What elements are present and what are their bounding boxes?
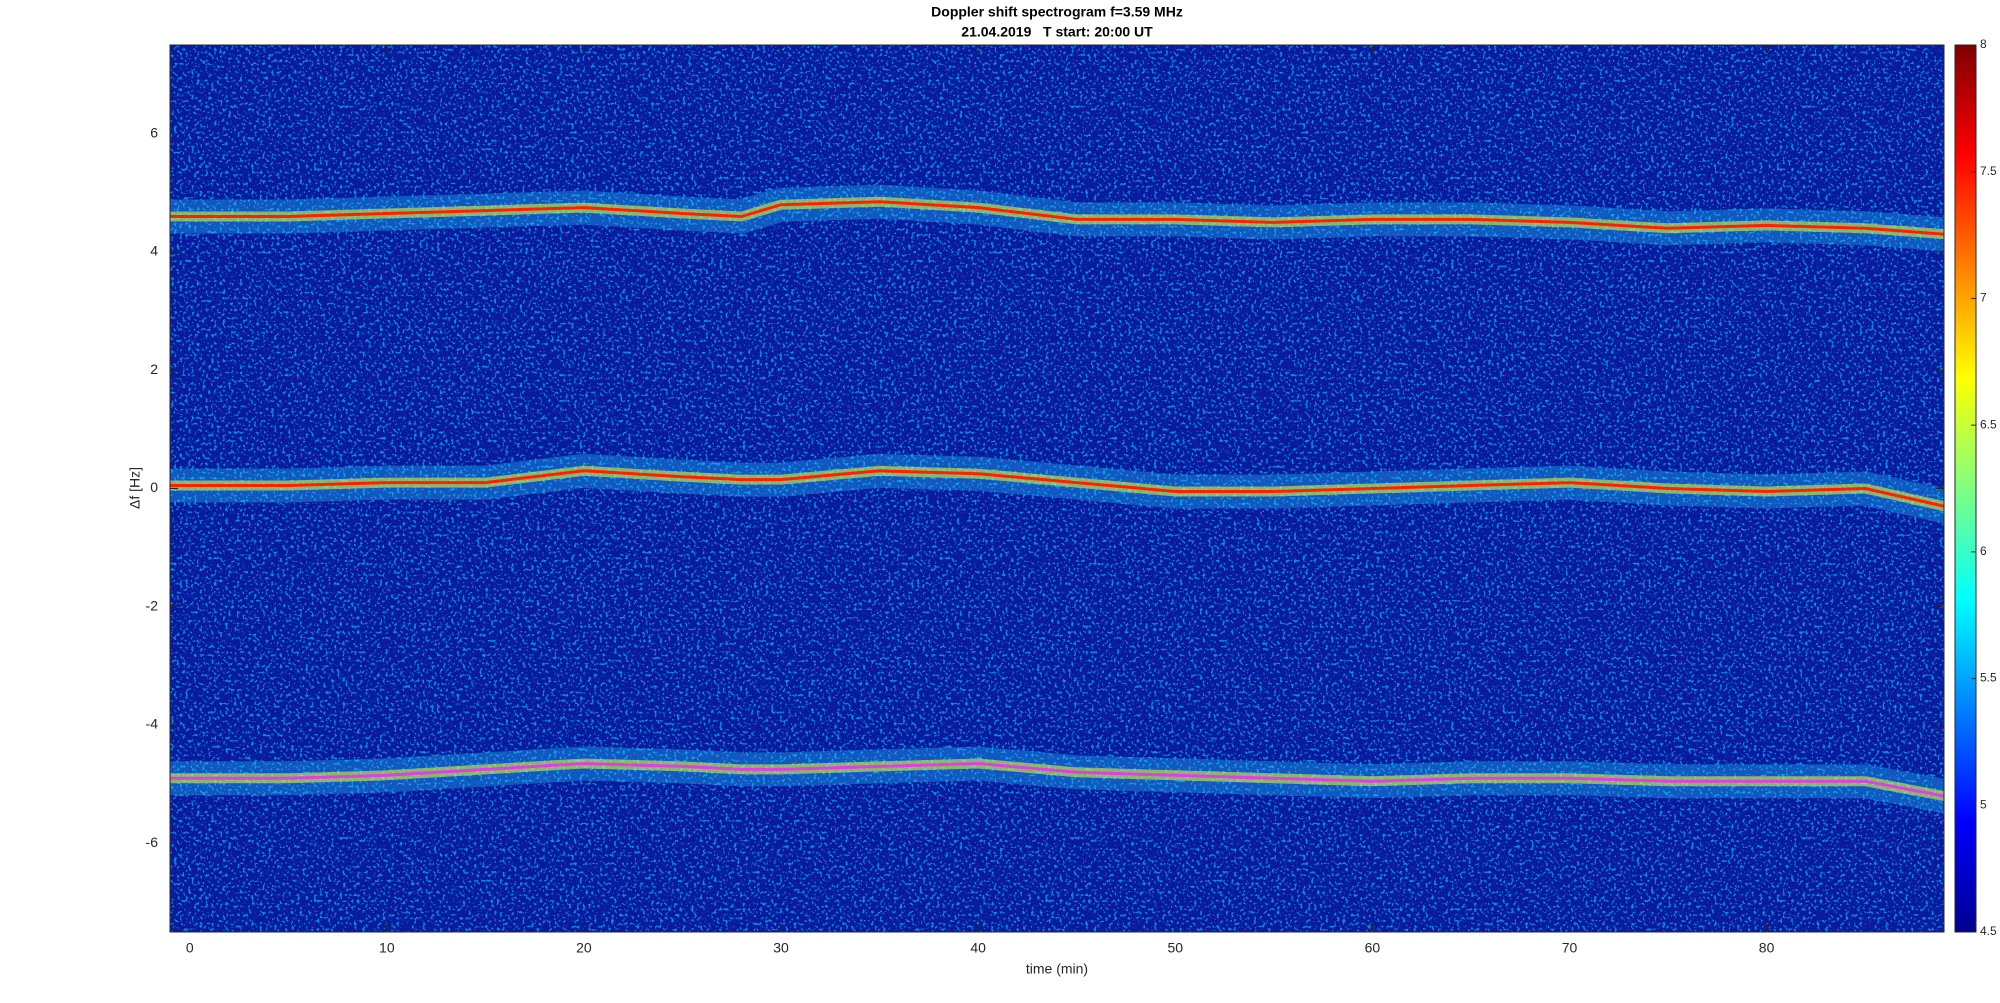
x-tick-label: 30 bbox=[773, 940, 789, 956]
colorbar-tick-label: 4.5 bbox=[1980, 924, 1997, 938]
trace-line bbox=[170, 200, 1944, 236]
x-tick-label: 20 bbox=[576, 940, 592, 956]
trace-line bbox=[170, 762, 1944, 798]
colorbar-tick-label: 6 bbox=[1980, 544, 1987, 558]
colorbar bbox=[1954, 44, 1977, 933]
chart-title: Doppler shift spectrogram f=3.59 MHz bbox=[931, 4, 1183, 20]
x-tick-label: 40 bbox=[970, 940, 986, 956]
x-tick-label: 80 bbox=[1759, 940, 1775, 956]
x-tick-label: 10 bbox=[379, 940, 395, 956]
y-tick-label: 6 bbox=[150, 124, 158, 140]
x-tick-label: 70 bbox=[1562, 940, 1578, 956]
y-tick-label: -6 bbox=[146, 834, 159, 850]
x-tick-label: 60 bbox=[1365, 940, 1381, 956]
y-tick-label: 0 bbox=[150, 479, 158, 495]
colorbar-tick-label: 5 bbox=[1980, 797, 1987, 811]
traces bbox=[170, 184, 1944, 813]
chart-subtitle: 21.04.2019 T start: 20:00 UT bbox=[961, 24, 1153, 40]
y-tick-label: -4 bbox=[146, 716, 159, 732]
y-tick-label: -2 bbox=[146, 597, 159, 613]
colorbar-tick-label: 8 bbox=[1980, 37, 1987, 51]
colorbar-tick-label: 7.5 bbox=[1980, 164, 1997, 178]
y-tick-label: 2 bbox=[150, 361, 158, 377]
colorbar-tick-label: 7 bbox=[1980, 291, 1987, 305]
colorbar-tick-label: 6.5 bbox=[1980, 417, 1997, 431]
y-axis-label: Δf [Hz] bbox=[127, 467, 143, 509]
x-axis-label: time (min) bbox=[1026, 961, 1088, 977]
x-tick-label: 50 bbox=[1167, 940, 1183, 956]
x-tick-label: 0 bbox=[186, 940, 194, 956]
y-tick-label: 4 bbox=[150, 243, 158, 259]
trace-line bbox=[170, 469, 1944, 508]
colorbar-tick-label: 5.5 bbox=[1980, 671, 1997, 685]
